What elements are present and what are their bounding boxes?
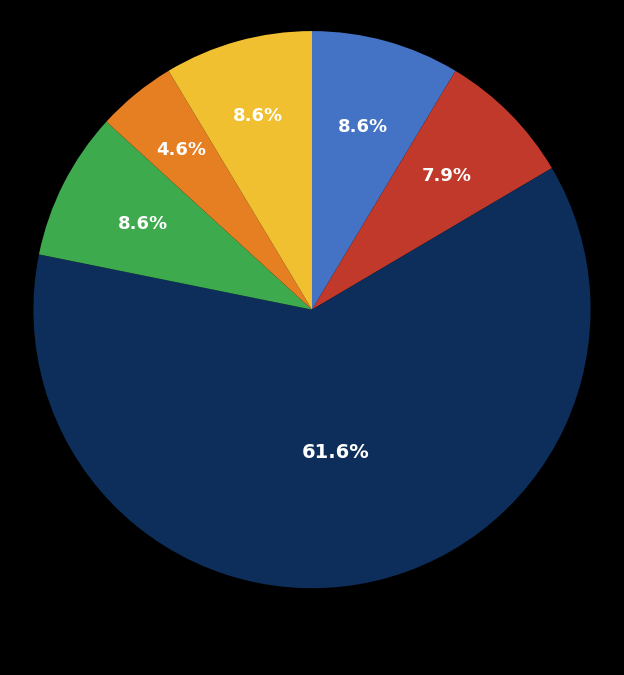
Wedge shape <box>107 71 312 310</box>
Text: 7.9%: 7.9% <box>421 167 472 185</box>
Text: 61.6%: 61.6% <box>302 443 370 462</box>
Text: 8.6%: 8.6% <box>118 215 168 233</box>
Text: 8.6%: 8.6% <box>338 118 388 136</box>
Text: 4.6%: 4.6% <box>157 141 207 159</box>
Wedge shape <box>312 31 456 310</box>
Wedge shape <box>34 168 590 588</box>
Wedge shape <box>312 71 552 310</box>
Text: 8.6%: 8.6% <box>233 107 283 126</box>
Wedge shape <box>168 31 312 310</box>
Wedge shape <box>39 122 312 310</box>
